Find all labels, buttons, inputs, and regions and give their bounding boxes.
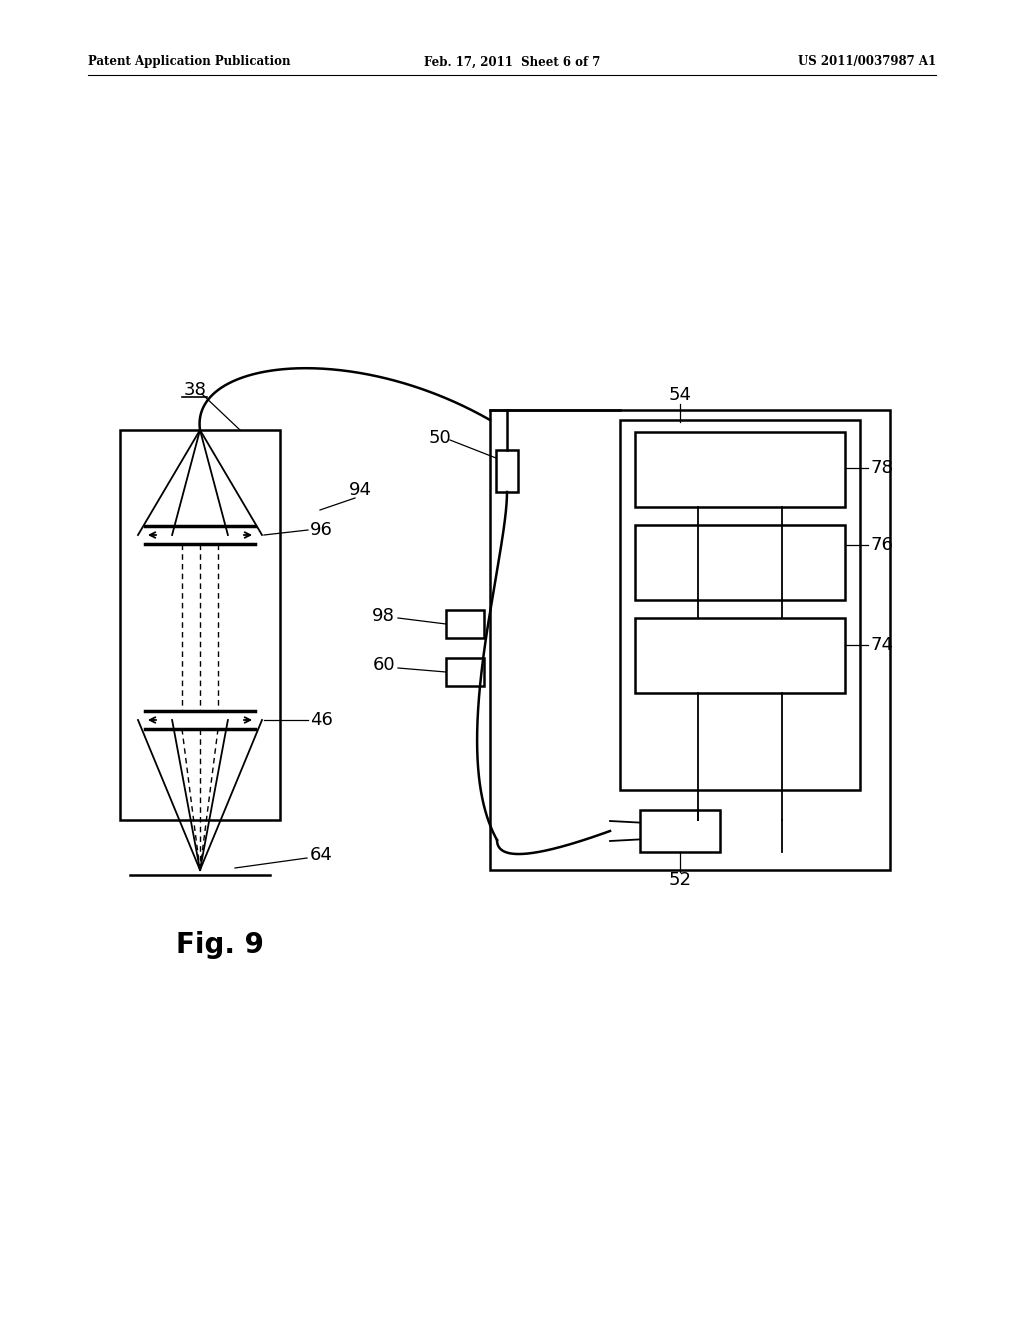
Text: 54: 54 xyxy=(669,385,691,404)
Text: 60: 60 xyxy=(373,656,395,675)
Bar xyxy=(496,450,518,492)
Bar xyxy=(446,610,484,638)
Text: Patent Application Publication: Patent Application Publication xyxy=(88,55,291,69)
Text: Fig. 9: Fig. 9 xyxy=(176,931,264,960)
Text: 76: 76 xyxy=(870,536,893,554)
Bar xyxy=(635,525,845,601)
Bar xyxy=(635,432,845,507)
Text: 96: 96 xyxy=(310,521,333,539)
Text: 38: 38 xyxy=(183,381,207,399)
Text: Feb. 17, 2011  Sheet 6 of 7: Feb. 17, 2011 Sheet 6 of 7 xyxy=(424,55,600,69)
Text: 78: 78 xyxy=(870,459,893,477)
Text: US 2011/0037987 A1: US 2011/0037987 A1 xyxy=(798,55,936,69)
Text: 64: 64 xyxy=(310,846,333,865)
Bar xyxy=(120,430,280,820)
Text: 98: 98 xyxy=(372,607,395,624)
Bar xyxy=(635,618,845,693)
Text: 94: 94 xyxy=(348,480,372,499)
Text: 46: 46 xyxy=(310,711,333,729)
Bar xyxy=(640,810,720,851)
Text: 74: 74 xyxy=(870,636,893,653)
Text: 52: 52 xyxy=(669,871,691,888)
Bar xyxy=(620,420,860,789)
Text: 50: 50 xyxy=(429,429,452,447)
Bar xyxy=(446,657,484,686)
Bar xyxy=(490,411,890,870)
